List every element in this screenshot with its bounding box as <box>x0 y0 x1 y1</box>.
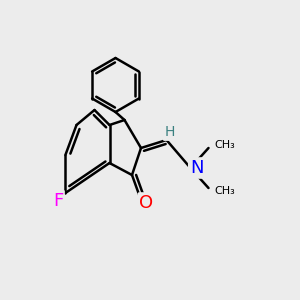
Text: CH₃: CH₃ <box>214 186 235 196</box>
Text: N: N <box>190 159 203 177</box>
Text: H: H <box>164 125 175 140</box>
Text: O: O <box>139 194 154 212</box>
Text: CH₃: CH₃ <box>214 140 235 150</box>
Text: F: F <box>53 191 63 209</box>
